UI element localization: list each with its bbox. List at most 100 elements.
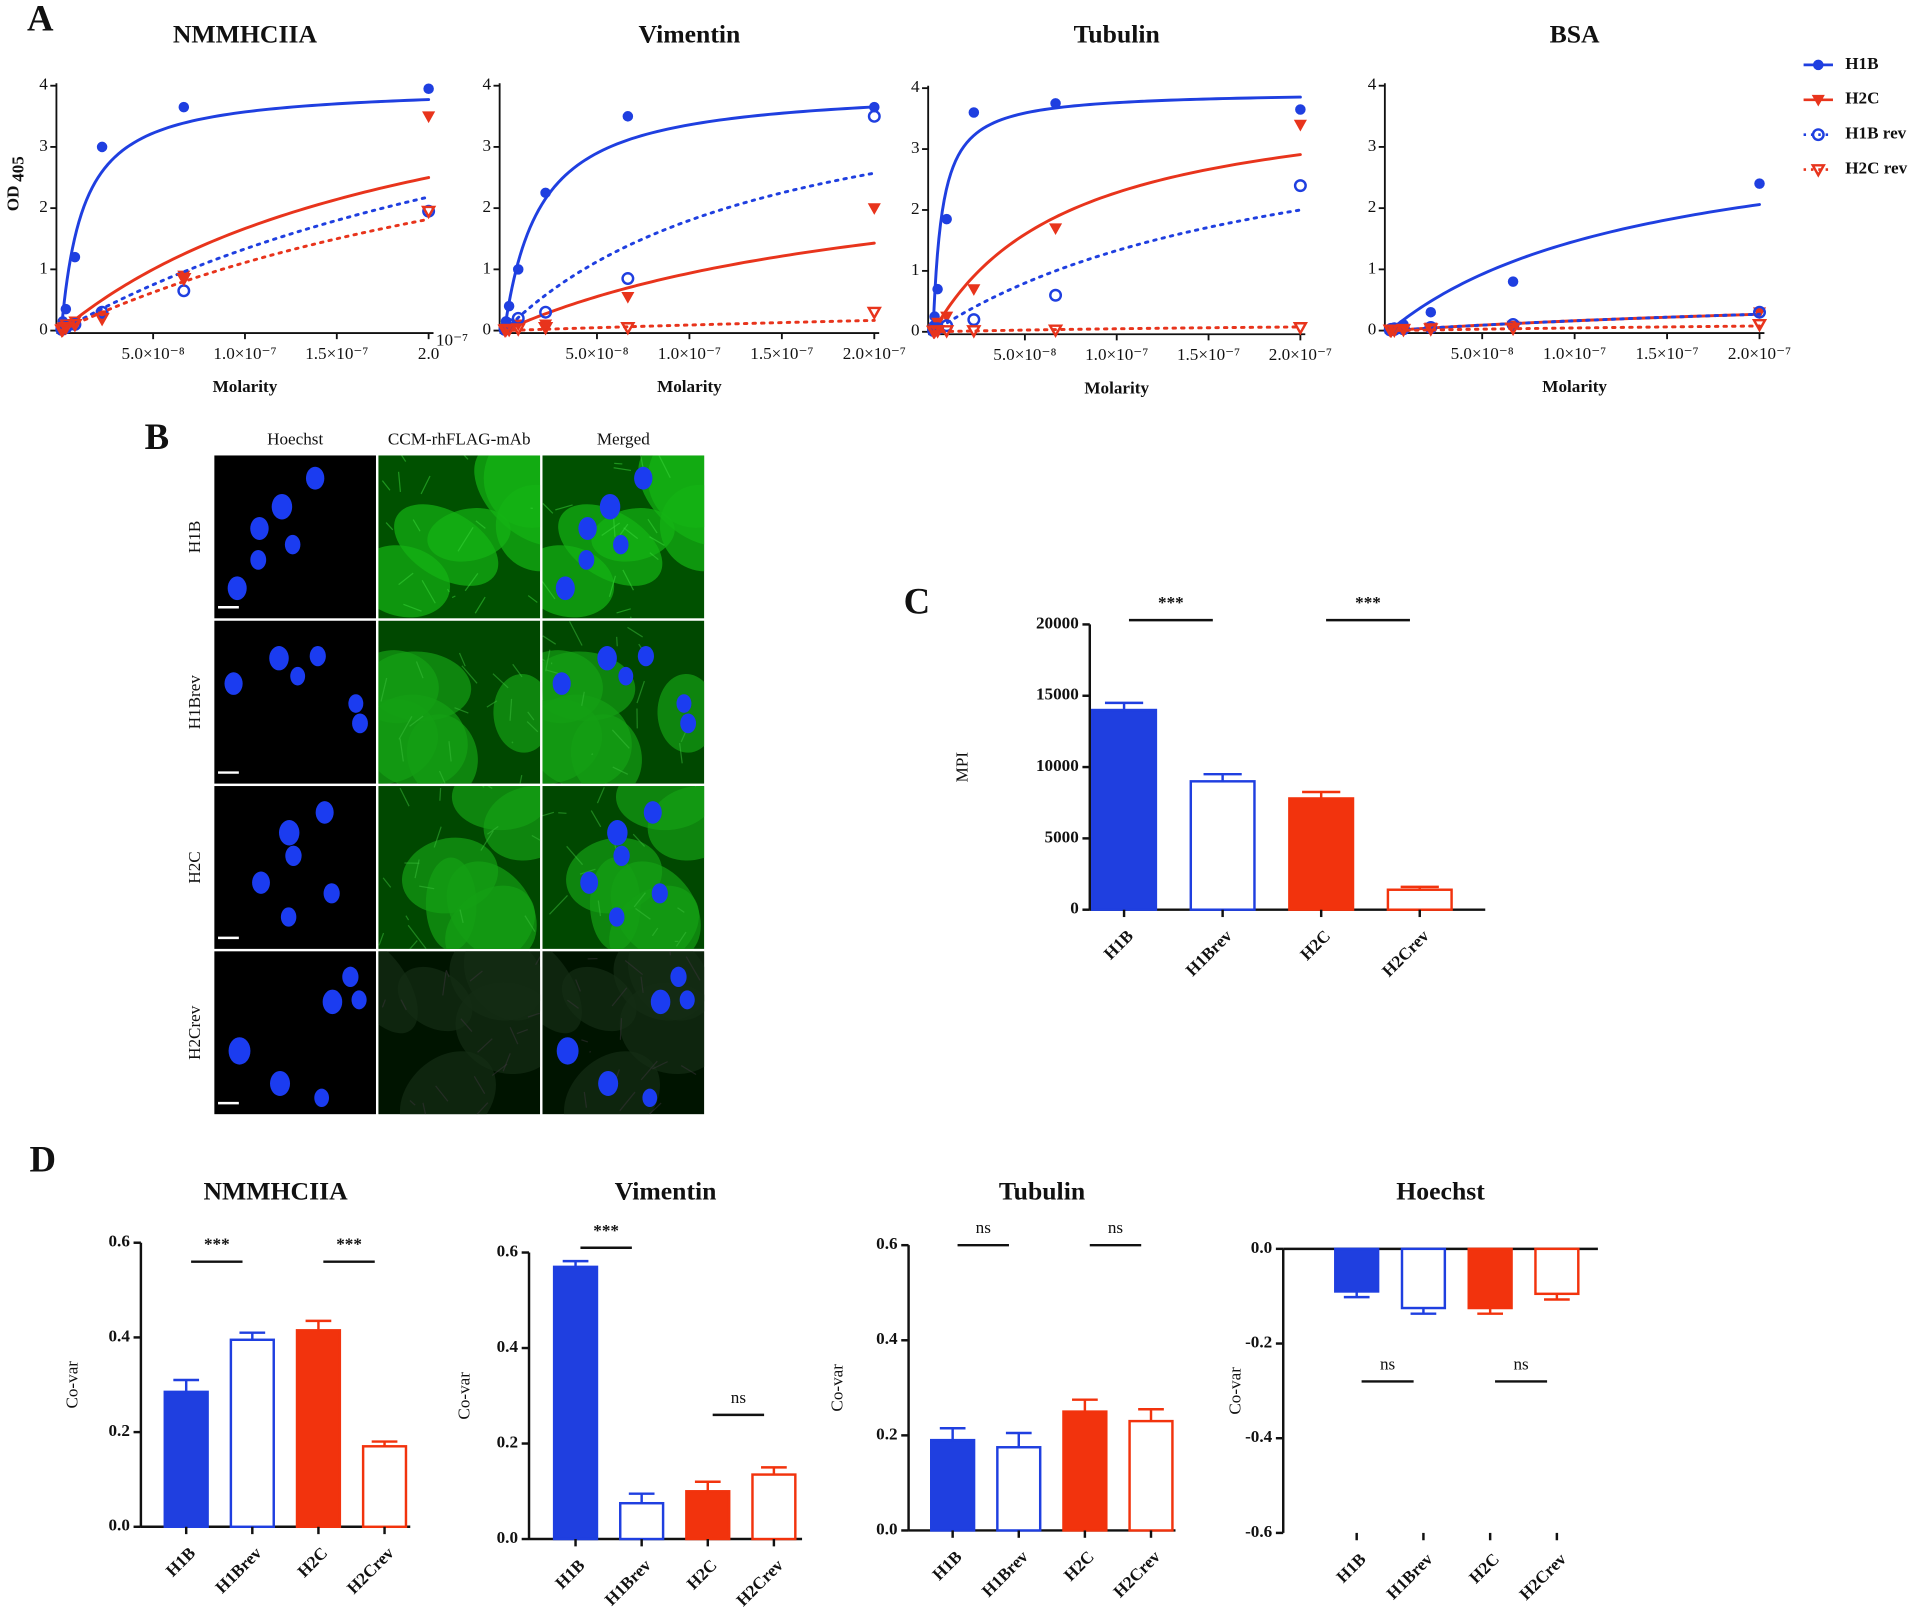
fiber	[474, 596, 486, 614]
fiber	[492, 673, 509, 689]
fiber	[451, 595, 456, 599]
fiber	[611, 987, 628, 1007]
fiber	[461, 665, 478, 684]
bar	[1400, 1247, 1447, 1310]
x-tick-label: 2.0×10⁻⁷	[1269, 345, 1332, 364]
y-tick-label: 0.0	[1251, 1238, 1272, 1257]
data-point	[537, 322, 554, 336]
fiber	[542, 502, 554, 514]
fiber	[439, 787, 442, 801]
fiber	[636, 680, 645, 704]
y-axis-label: Co-var	[62, 1361, 81, 1409]
chart-title: Tubulin	[999, 1177, 1085, 1206]
significance-label: ns	[1108, 1218, 1124, 1237]
y-tick-label: 0.6	[497, 1241, 519, 1260]
error-bar	[1302, 790, 1341, 799]
fiber	[397, 471, 402, 492]
fiber	[649, 536, 665, 546]
cell	[399, 1051, 496, 1115]
fiber	[624, 959, 643, 976]
data-point	[1047, 324, 1064, 338]
data-point	[1293, 179, 1307, 193]
fiber	[399, 738, 404, 762]
micrograph	[542, 620, 705, 784]
fit-curve	[503, 171, 876, 333]
x-tick-label: 2.0×10⁻⁷	[1728, 344, 1791, 363]
fiber	[619, 1091, 636, 1112]
bar	[1189, 780, 1256, 911]
fit-curve	[931, 325, 1302, 334]
fiber	[651, 927, 659, 937]
fiber	[680, 1065, 697, 1075]
data-point	[1395, 323, 1412, 338]
row-label: H2C	[185, 851, 204, 883]
micrograph-content	[228, 966, 367, 1108]
nucleus	[597, 646, 617, 671]
fiber	[512, 663, 523, 678]
data-point	[968, 107, 980, 118]
fiber	[412, 519, 421, 532]
nucleus	[271, 493, 293, 520]
chart-title: BSA	[1550, 20, 1600, 49]
y-tick-label: 0	[483, 320, 492, 339]
cell	[647, 786, 705, 861]
y-axis-label: OD	[4, 186, 23, 212]
error-bar	[1544, 1293, 1570, 1301]
y-tick-label: 0	[1070, 899, 1079, 918]
data-point	[1423, 323, 1439, 337]
panel-label: B	[145, 416, 170, 457]
fiber	[524, 915, 536, 932]
data-point	[1505, 322, 1521, 337]
bar	[1467, 1247, 1513, 1310]
y-tick-label: 0.0	[497, 1528, 518, 1547]
nucleus	[270, 1070, 291, 1096]
chart-title: Vimentin	[638, 20, 740, 49]
y-tick-label: 2	[483, 197, 492, 216]
fiber	[448, 741, 452, 762]
fiber	[382, 877, 392, 888]
error-bar	[1104, 701, 1144, 711]
cell	[493, 674, 541, 753]
data-point	[1293, 119, 1307, 132]
data-point	[94, 312, 110, 327]
y-tick-label: 3	[911, 138, 920, 157]
fiber	[526, 721, 539, 733]
nucleus	[227, 576, 247, 601]
y-axis-label-subscript: 405	[9, 156, 28, 182]
row-label: H1B	[185, 521, 204, 553]
fiber	[475, 520, 486, 529]
fiber	[549, 894, 568, 915]
fiber	[405, 915, 410, 921]
fiber	[658, 455, 671, 478]
bar	[619, 1501, 665, 1541]
bar	[295, 1329, 342, 1529]
nucleus	[679, 990, 695, 1010]
legend-label: H2C rev	[1845, 159, 1907, 178]
micrograph-content	[542, 951, 705, 1115]
chart-title: NMMHCIIA	[203, 1177, 348, 1206]
fiber	[608, 575, 617, 598]
fiber	[669, 951, 672, 956]
fiber	[649, 552, 659, 561]
nucleus	[618, 666, 634, 686]
data-point	[96, 141, 108, 153]
y-tick-label: 1	[911, 260, 920, 279]
panel-label: A	[27, 0, 54, 38]
bar	[1288, 797, 1355, 911]
fiber	[575, 979, 581, 992]
nucleus	[305, 466, 325, 490]
fiber	[623, 527, 639, 540]
x-tick-label: 5.0×10⁻⁸	[993, 345, 1056, 364]
fiber	[487, 786, 493, 789]
x-tick-label: 5.0×10⁻⁸	[1451, 344, 1514, 363]
fiber	[409, 715, 424, 727]
error-bar	[939, 1427, 966, 1441]
error-bar	[1400, 885, 1439, 890]
x-tick-label: 1.5×10⁻⁷	[305, 344, 368, 363]
fiber	[380, 677, 388, 702]
data-point	[939, 325, 955, 339]
micrograph	[542, 951, 705, 1115]
data-point	[60, 303, 72, 315]
data-point	[967, 313, 981, 327]
nucleus	[670, 966, 687, 987]
